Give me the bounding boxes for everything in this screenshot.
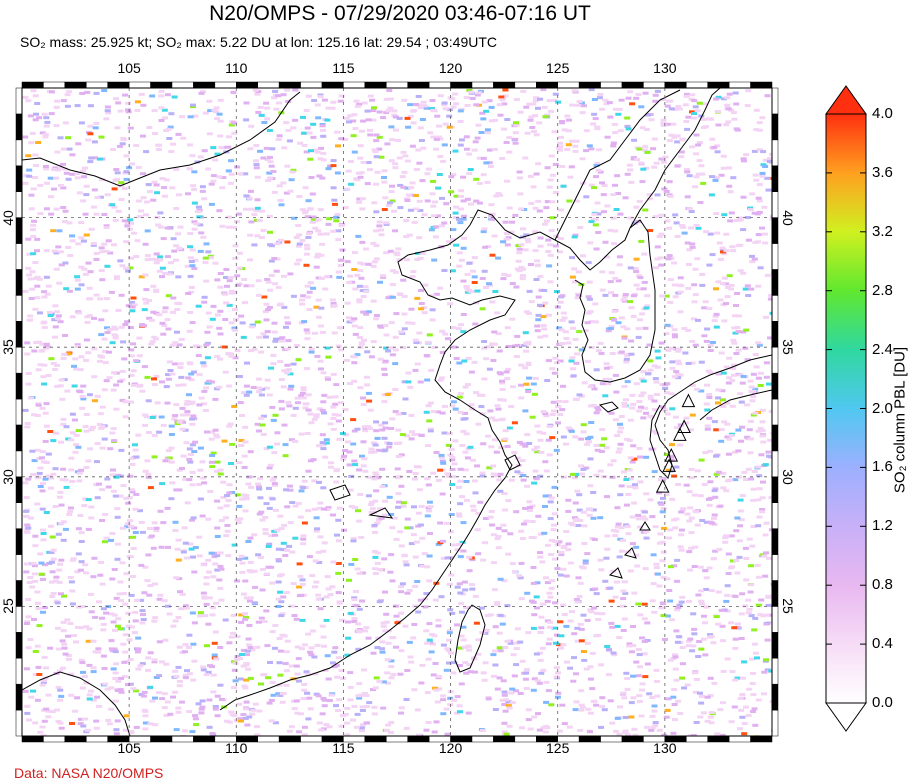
colorbar-max-arrow	[825, 85, 867, 115]
so2-pixel-layer	[22, 88, 772, 736]
coast-taiwan	[454, 604, 486, 673]
lat-tick-left-40: 40	[0, 209, 16, 226]
lat-tick-right-35: 35	[780, 339, 796, 355]
colorbar-tick-label: 2.8	[872, 281, 893, 299]
colorbar-tick-label: 2.4	[872, 340, 893, 358]
colorbar-tick-label: 1.6	[872, 458, 893, 476]
lat-tick-right-25: 25	[780, 598, 796, 615]
volcano-markers	[655, 393, 696, 493]
coast-japan	[649, 354, 772, 479]
graticule	[22, 88, 772, 736]
map-frame	[15, 81, 779, 743]
colorbar-tick-label: 3.6	[872, 163, 893, 181]
coast-russia	[629, 88, 721, 229]
colorbar-tick-label: 0.4	[872, 635, 893, 653]
lon-tick-bottom-110: 110	[225, 740, 248, 756]
colorbar	[825, 85, 867, 732]
border-mongolia	[22, 91, 301, 187]
lat-tick-right-30: 30	[780, 469, 796, 485]
volcano-triangle-icon	[655, 479, 670, 493]
lon-tick-top-105: 105	[117, 60, 141, 76]
lon-tick-top-115: 115	[332, 60, 355, 76]
lon-tick-top-125: 125	[546, 60, 570, 76]
lon-tick-top-110: 110	[225, 60, 248, 76]
coast-korea	[554, 219, 656, 383]
map-subtitle: SO₂ mass: 25.925 kt; SO₂ max: 5.22 DU at…	[20, 34, 497, 50]
colorbar-tick-label: 2.0	[872, 399, 893, 417]
lon-tick-top-130: 130	[653, 60, 677, 76]
colorbar-tick-label: 3.2	[872, 222, 893, 240]
volcano-triangle-icon	[673, 427, 687, 441]
lon-tick-bottom-120: 120	[438, 740, 463, 756]
lon-tick-bottom-125: 125	[546, 740, 570, 756]
coast-china	[219, 209, 556, 711]
lon-tick-bottom-105: 105	[117, 740, 141, 756]
colorbar-min-arrow	[825, 702, 867, 732]
lon-tick-bottom-115: 115	[332, 740, 355, 756]
lat-tick-right-40: 40	[780, 209, 796, 226]
coastlines	[22, 88, 772, 736]
lat-tick-left-35: 35	[0, 339, 16, 355]
lon-tick-bottom-130: 130	[653, 740, 677, 756]
volcano-triangle-icon	[677, 419, 691, 434]
volcano-triangle-icon	[662, 458, 676, 472]
data-credit: Data: NASA N20/OMPS	[14, 765, 164, 781]
lat-tick-left-30: 30	[0, 469, 16, 485]
colorbar-label: SO₂ column PBL [DU]	[891, 346, 909, 494]
colorbar-tick-label: 0.0	[872, 694, 893, 711]
colorbar-tick-label: 1.2	[872, 517, 893, 535]
volcano-triangle-icon	[664, 447, 679, 462]
lat-tick-left-25: 25	[0, 598, 16, 615]
volcano-triangle-icon	[681, 393, 696, 408]
border-china-russia	[554, 89, 681, 241]
colorbar-tick-label: 0.8	[872, 576, 893, 594]
colorbar-tick-label: 4.0	[872, 105, 893, 122]
coast-southeast-asia	[22, 671, 131, 736]
map-title: N20/OMPS - 07/29/2020 03:46-07:16 UT	[209, 2, 591, 25]
lon-tick-top-120: 120	[438, 60, 463, 76]
